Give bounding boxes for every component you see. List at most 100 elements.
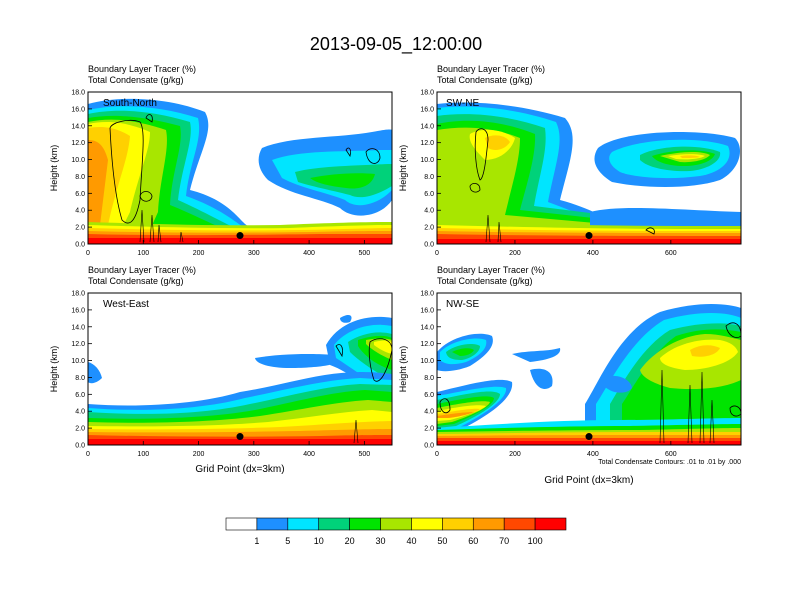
y-tick-label: 0.0 bbox=[75, 443, 85, 450]
figure-title: 2013-09-05_12:00:00 bbox=[310, 34, 482, 55]
y-tick-label: 0.0 bbox=[424, 443, 434, 450]
x-axis: 0 200 400 600 bbox=[435, 240, 677, 257]
x-tick-label: 100 bbox=[137, 451, 149, 458]
x-tick-label: 400 bbox=[587, 250, 599, 257]
plot-frame bbox=[87, 292, 393, 446]
x-tick-label: 0 bbox=[435, 451, 439, 458]
plot-frame bbox=[87, 91, 393, 245]
y-tick-label: 8.0 bbox=[424, 375, 434, 382]
y-tick-label: 16.0 bbox=[71, 307, 85, 314]
y-tick-label: 6.0 bbox=[75, 392, 85, 399]
colorbar-label: 100 bbox=[528, 536, 543, 546]
panel-sw-ne: Boundary Layer Tracer (%) Total Condensa… bbox=[398, 64, 742, 257]
panel-title-line1: Boundary Layer Tracer (%) bbox=[437, 64, 545, 74]
x-axis-label: Grid Point (dx=3km) bbox=[544, 475, 633, 486]
y-tick-label: 2.0 bbox=[75, 426, 85, 433]
colorbar-swatch bbox=[534, 517, 567, 531]
contour-note: Total Condensate Contours: .01 to .01 by… bbox=[598, 459, 741, 466]
y-tick-label: 10.0 bbox=[71, 157, 85, 164]
y-tick-label: 10.0 bbox=[71, 358, 85, 365]
colorbar-label: 10 bbox=[314, 536, 324, 546]
plot-frame bbox=[436, 292, 742, 446]
x-tick-label: 400 bbox=[303, 451, 315, 458]
y-tick-label: 12.0 bbox=[420, 140, 434, 147]
x-tick-label: 300 bbox=[248, 451, 260, 458]
heatmap-field bbox=[437, 293, 741, 445]
colorbar-swatch bbox=[442, 517, 474, 531]
x-tick-label: 200 bbox=[509, 451, 521, 458]
colorbar-swatch bbox=[503, 517, 536, 531]
plot-frame bbox=[436, 91, 742, 245]
x-axis: 0 100 200 300 400 500 bbox=[86, 441, 370, 458]
y-tick-label: 14.0 bbox=[420, 324, 434, 331]
panel-title-line2: Total Condensate (g/kg) bbox=[437, 75, 533, 85]
y-tick-label: 8.0 bbox=[424, 174, 434, 181]
colorbar-label: 40 bbox=[406, 536, 416, 546]
panel-title-line1: Boundary Layer Tracer (%) bbox=[88, 64, 196, 74]
y-tick-label: 0.0 bbox=[75, 242, 85, 249]
y-tick-label: 14.0 bbox=[71, 324, 85, 331]
colorbar-label: 30 bbox=[376, 536, 386, 546]
marker-point bbox=[585, 433, 593, 441]
y-tick-label: 4.0 bbox=[424, 409, 434, 416]
colorbar-swatch bbox=[411, 517, 443, 531]
y-axis-label: Height (km) bbox=[49, 346, 59, 393]
panel-west-east: Boundary Layer Tracer (%) Total Condensa… bbox=[49, 265, 393, 475]
colorbar-swatch bbox=[380, 517, 412, 531]
x-tick-label: 0 bbox=[86, 451, 90, 458]
colorbar-label: 20 bbox=[345, 536, 355, 546]
y-tick-label: 4.0 bbox=[75, 409, 85, 416]
colorbar-label: 60 bbox=[468, 536, 478, 546]
colorbar-swatch bbox=[225, 517, 258, 531]
y-tick-label: 6.0 bbox=[424, 392, 434, 399]
x-tick-label: 0 bbox=[86, 250, 90, 257]
colorbar-swatch bbox=[318, 517, 350, 531]
panel-label: South-North bbox=[103, 98, 157, 109]
colorbar-label: 50 bbox=[437, 536, 447, 546]
x-tick-label: 300 bbox=[248, 250, 260, 257]
colorbar-swatch bbox=[472, 517, 505, 531]
y-tick-label: 16.0 bbox=[420, 106, 434, 113]
panel-title-line2: Total Condensate (g/kg) bbox=[88, 75, 184, 85]
y-tick-label: 8.0 bbox=[75, 375, 85, 382]
y-tick-label: 12.0 bbox=[71, 341, 85, 348]
colorbar-swatch bbox=[256, 517, 289, 531]
panel-label: NW-SE bbox=[446, 299, 479, 310]
heatmap-field bbox=[88, 92, 392, 244]
marker-point bbox=[585, 232, 593, 240]
y-tick-label: 10.0 bbox=[420, 157, 434, 164]
y-tick-label: 18.0 bbox=[420, 90, 434, 97]
colorbar-label: 70 bbox=[499, 536, 509, 546]
y-axis-label: Height (km) bbox=[49, 145, 59, 192]
y-tick-label: 12.0 bbox=[71, 140, 85, 147]
y-tick-label: 4.0 bbox=[424, 208, 434, 215]
panel-south-north: Boundary Layer Tracer (%) Total Condensa… bbox=[49, 64, 393, 257]
y-tick-label: 14.0 bbox=[71, 123, 85, 130]
y-tick-label: 18.0 bbox=[420, 291, 434, 298]
panel-title-line2: Total Condensate (g/kg) bbox=[88, 276, 184, 286]
y-axis: 0.0 2.0 4.0 6.0 8.0 10.0 12.0 14.0 16.0 18.0 bbox=[71, 291, 92, 450]
y-tick-label: 4.0 bbox=[75, 208, 85, 215]
y-tick-label: 12.0 bbox=[420, 341, 434, 348]
y-tick-label: 18.0 bbox=[71, 291, 85, 298]
y-tick-label: 18.0 bbox=[71, 90, 85, 97]
y-tick-label: 10.0 bbox=[420, 358, 434, 365]
x-tick-label: 400 bbox=[587, 451, 599, 458]
panel-label: West-East bbox=[103, 299, 149, 310]
panel-title-line2: Total Condensate (g/kg) bbox=[437, 276, 533, 286]
y-axis-label: Height (km) bbox=[398, 346, 408, 393]
y-tick-label: 2.0 bbox=[424, 225, 434, 232]
y-tick-label: 6.0 bbox=[75, 191, 85, 198]
panel-label: SW-NE bbox=[446, 98, 479, 109]
y-axis: 0.0 2.0 4.0 6.0 8.0 10.0 12.0 14.0 16.0 18.0 bbox=[420, 291, 441, 450]
y-axis-label: Height (km) bbox=[398, 145, 408, 192]
x-tick-label: 500 bbox=[359, 250, 371, 257]
panel-title-line1: Boundary Layer Tracer (%) bbox=[88, 265, 196, 275]
x-axis-label: Grid Point (dx=3km) bbox=[195, 464, 284, 475]
y-tick-label: 14.0 bbox=[420, 123, 434, 130]
x-axis: 0 200 400 600 bbox=[435, 441, 677, 458]
x-tick-label: 600 bbox=[665, 250, 677, 257]
x-tick-label: 500 bbox=[359, 451, 371, 458]
heatmap-field bbox=[437, 92, 741, 244]
